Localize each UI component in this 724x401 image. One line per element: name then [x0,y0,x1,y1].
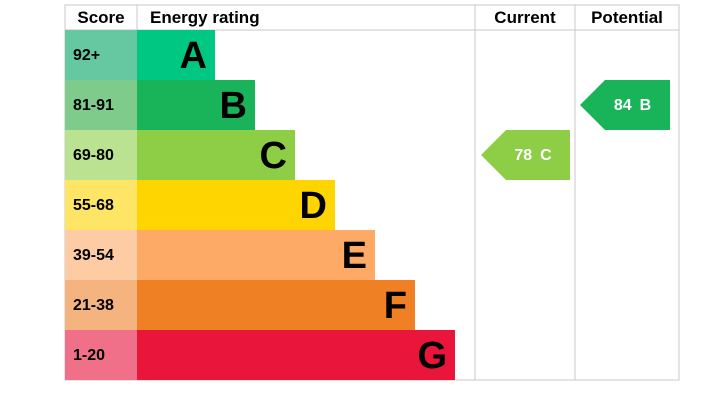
rating-letter: E [342,235,367,277]
rating-letter: B [220,85,247,127]
potential-label: 84 B [614,97,651,114]
score-cell [65,330,137,380]
score-cell [65,80,137,130]
score-cell [65,280,137,330]
rating-bar [137,230,375,280]
potential-rating: B [640,97,652,114]
rating-letter: C [260,135,287,177]
score-range: 69-80 [73,147,114,164]
score-range: 55-68 [73,197,114,214]
current-value: 78 [514,147,532,164]
potential-arrow [580,80,670,130]
current-arrow [481,130,570,180]
column-header: Energy rating [150,8,260,27]
current-rating: C [540,147,552,164]
score-range: 81-91 [73,97,114,114]
rating-letter: G [417,335,447,377]
current-label: 78 C [514,147,552,164]
score-range: 1-20 [73,347,105,364]
column-header: Potential [591,8,663,27]
score-range: 92+ [73,47,100,64]
rating-bar [137,280,415,330]
column-header: Current [494,8,556,27]
score-cell [65,180,137,230]
score-cell [65,30,137,80]
score-range: 21-38 [73,297,114,314]
potential-value: 84 [614,97,632,114]
rating-letter: A [180,35,207,77]
rating-bar [137,80,255,130]
score-cell [65,130,137,180]
rating-letter: F [384,285,407,327]
score-cell [65,230,137,280]
rating-bar [137,30,215,80]
column-header: Score [77,8,124,27]
score-range: 39-54 [73,247,114,264]
rating-bar [137,180,335,230]
rating-letter: D [300,185,327,227]
rating-bar [137,130,295,180]
rating-bar [137,330,455,380]
